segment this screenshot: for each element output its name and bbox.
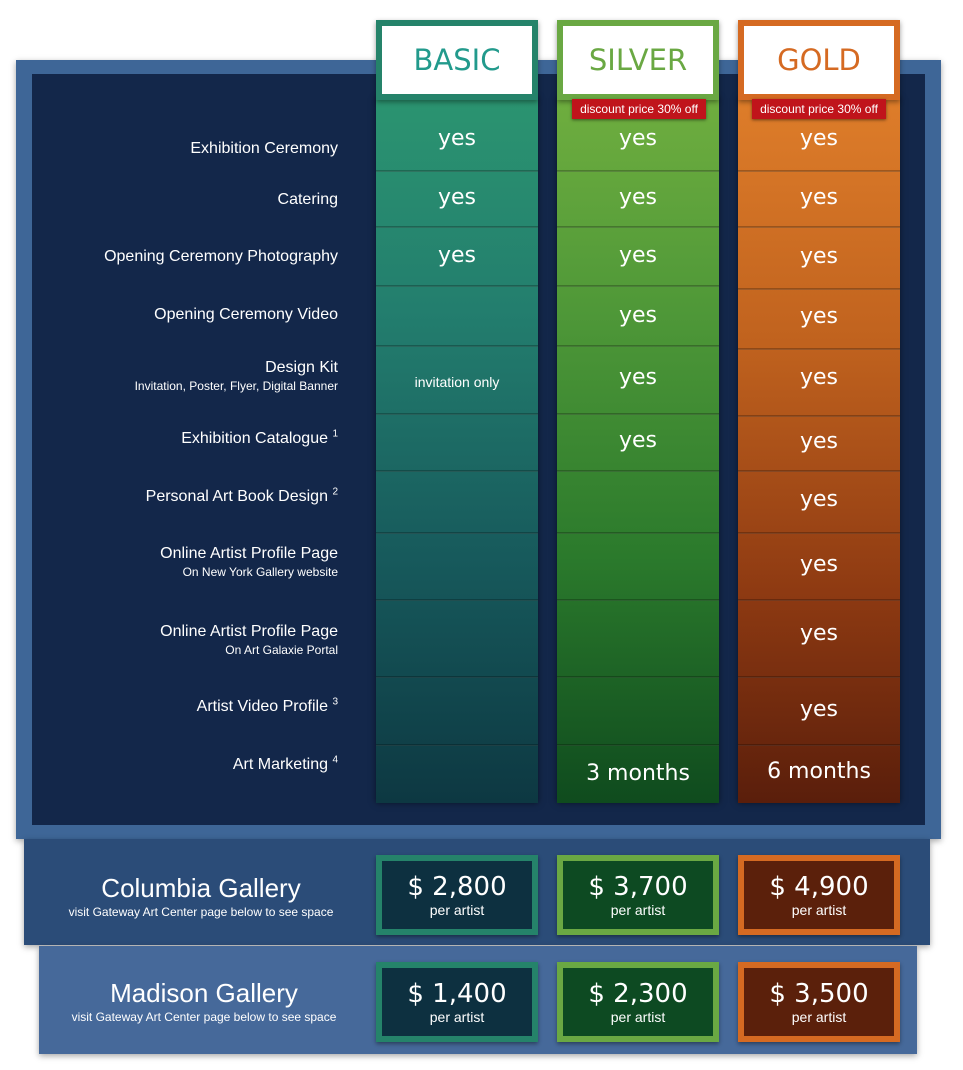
gold-cell: yes bbox=[799, 429, 839, 454]
discount-badge-gold: discount price 30% off bbox=[752, 99, 886, 119]
gold-cell: yes bbox=[799, 552, 839, 577]
gallery-note: visit Gateway Art Center page below to s… bbox=[71, 1010, 337, 1024]
silver-cell: yes bbox=[618, 126, 658, 151]
price-box-gold: $ 4,900 per artist bbox=[738, 855, 900, 935]
feature-label: Design Kit Invitation, Poster, Flyer, Dig… bbox=[134, 359, 338, 393]
footnote-marker: 2 bbox=[332, 486, 338, 498]
price-amount: $ 3,500 bbox=[769, 979, 869, 1009]
gold-cell: 6 months bbox=[767, 759, 871, 784]
feature-label: Exhibition Catalogue 1 bbox=[181, 428, 338, 447]
feature-label: Artist Video Profile 3 bbox=[196, 696, 338, 715]
tier-header-basic: BASIC bbox=[376, 20, 538, 100]
gallery-note: visit Gateway Art Center page below to s… bbox=[68, 905, 334, 919]
price-box-basic: $ 2,800 per artist bbox=[376, 855, 538, 935]
feature-label: Personal Art Book Design 2 bbox=[145, 486, 338, 505]
price-amount: $ 1,400 bbox=[407, 979, 507, 1009]
price-unit: per artist bbox=[429, 1009, 485, 1025]
feature-sublabel: Invitation, Poster, Flyer, Digital Banne… bbox=[134, 379, 338, 393]
silver-cell: yes bbox=[618, 428, 658, 453]
basic-cell: yes bbox=[437, 185, 477, 210]
gold-cell: yes bbox=[799, 244, 839, 269]
price-box-gold: $ 3,500 per artist bbox=[738, 962, 900, 1042]
gold-column: yes yes yes yes yes yes yes yes yes yes … bbox=[738, 98, 900, 803]
basic-cell: yes bbox=[437, 126, 477, 151]
price-amount: $ 3,700 bbox=[588, 872, 688, 902]
price-amount: $ 4,900 bbox=[769, 872, 869, 902]
feature-label: Opening Ceremony Video bbox=[154, 306, 338, 323]
feature-label: Exhibition Ceremony bbox=[190, 140, 338, 157]
gold-cell: yes bbox=[799, 621, 839, 646]
price-unit: per artist bbox=[791, 1009, 847, 1025]
basic-cell: invitation only bbox=[414, 374, 500, 390]
basic-cell: yes bbox=[437, 243, 477, 268]
gallery-name: Columbia Gallery bbox=[101, 873, 301, 903]
footnote-marker: 1 bbox=[332, 428, 338, 440]
price-unit: per artist bbox=[791, 902, 847, 918]
basic-column: yes yes yes invitation only bbox=[376, 98, 538, 803]
feature-sublabel: On Art Galaxie Portal bbox=[225, 643, 338, 657]
silver-cell: yes bbox=[618, 365, 658, 390]
footnote-marker: 3 bbox=[332, 696, 338, 708]
tier-title: GOLD bbox=[777, 43, 861, 77]
gold-cell: yes bbox=[799, 126, 839, 151]
gallery-name-block: Madison Gallery visit Gateway Art Center… bbox=[44, 977, 364, 1025]
price-box-basic: $ 1,400 per artist bbox=[376, 962, 538, 1042]
tier-title: BASIC bbox=[413, 43, 501, 77]
price-box-silver: $ 3,700 per artist bbox=[557, 855, 719, 935]
tier-header-gold: GOLD bbox=[738, 20, 900, 100]
price-unit: per artist bbox=[429, 902, 485, 918]
tier-header-silver: SILVER bbox=[557, 20, 719, 100]
price-amount: $ 2,300 bbox=[588, 979, 688, 1009]
price-box-silver: $ 2,300 per artist bbox=[557, 962, 719, 1042]
silver-cell: yes bbox=[618, 185, 658, 210]
footnote-marker: 4 bbox=[332, 754, 338, 766]
feature-sublabel: On New York Gallery website bbox=[182, 565, 338, 579]
price-unit: per artist bbox=[610, 902, 666, 918]
feature-label: Opening Ceremony Photography bbox=[104, 248, 338, 265]
silver-cell: yes bbox=[618, 303, 658, 328]
gold-cell: yes bbox=[799, 697, 839, 722]
silver-cell: 3 months bbox=[586, 761, 690, 786]
gold-cell: yes bbox=[799, 185, 839, 210]
feature-label: Art Marketing 4 bbox=[232, 754, 338, 773]
tier-title: SILVER bbox=[588, 43, 688, 77]
gallery-name-block: Columbia Gallery visit Gateway Art Cente… bbox=[40, 872, 362, 920]
feature-label: Online Artist Profile Page On New York Ga… bbox=[160, 545, 338, 579]
price-unit: per artist bbox=[610, 1009, 666, 1025]
feature-label: Catering bbox=[277, 191, 338, 208]
gold-cell: yes bbox=[799, 365, 839, 390]
gold-cell: yes bbox=[799, 304, 839, 329]
silver-cell: yes bbox=[618, 243, 658, 268]
gallery-name: Madison Gallery bbox=[110, 978, 298, 1008]
gold-cell: yes bbox=[799, 487, 839, 512]
discount-badge-silver: discount price 30% off bbox=[572, 99, 706, 119]
feature-label: Online Artist Profile Page On Art Galaxie… bbox=[160, 623, 338, 657]
price-amount: $ 2,800 bbox=[407, 872, 507, 902]
silver-column: yes yes yes yes yes yes 3 months bbox=[557, 98, 719, 803]
